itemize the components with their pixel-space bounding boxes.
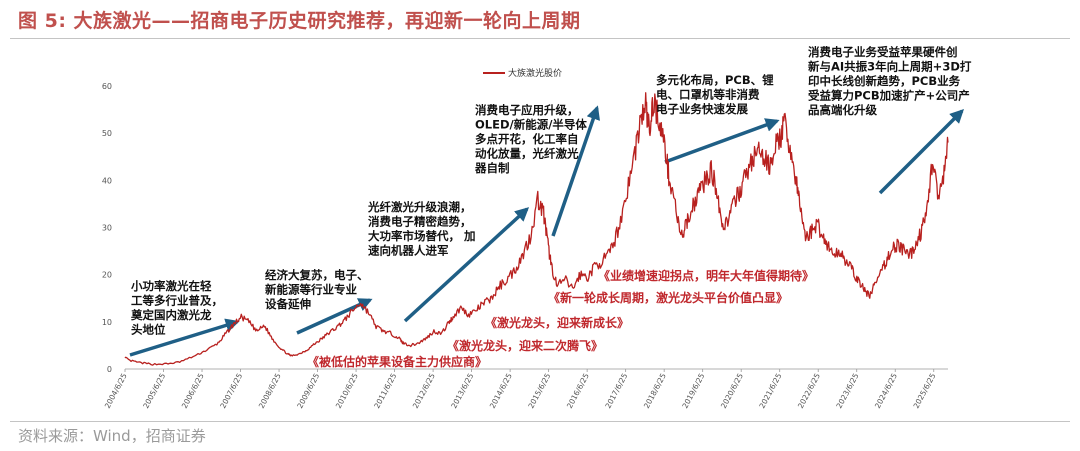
annotation-text: 品高端化升级	[808, 103, 877, 117]
annotation-text: 多点开花，化工率自	[475, 132, 579, 146]
annotation-text: 受益算力PCB加速扩产+公司产	[808, 89, 970, 103]
x-tick-label: 2006/6/25	[180, 372, 206, 410]
x-tick-label: 2008/6/25	[257, 372, 283, 410]
title-divider	[10, 38, 1070, 39]
report-title: 《被低估的苹果设备主力供应商》	[307, 354, 487, 369]
annotation-text: 新能源等行业专业	[265, 283, 357, 297]
source-divider	[10, 421, 1070, 422]
y-axis: 0 10 20 30 40 50 60	[102, 82, 112, 374]
annotation-text: 设备延伸	[265, 297, 311, 311]
x-tick-label: 2005/6/25	[141, 372, 167, 410]
x-tick-label: 2009/6/25	[295, 372, 321, 410]
annotation-text: 头地位	[131, 323, 166, 337]
source-note: 资料来源：Wind，招商证券	[18, 427, 206, 445]
annotation-text: 经济大复苏，电子、	[265, 268, 369, 282]
trend-arrow	[403, 207, 530, 323]
trend-arrow	[878, 109, 964, 195]
y-tick-label: 0	[107, 365, 112, 374]
annotation-text: 消费电子业务受益苹果硬件创	[808, 45, 958, 59]
x-axis: 2004/6/25 2005/6/25 2006/6/25 2007/6/25 2008…	[103, 368, 948, 410]
x-tick-label: 2014/6/25	[488, 372, 514, 410]
annotation-text: 小功率激光在轻	[130, 279, 212, 293]
annotation-text: 动化放量，光纤激光	[475, 147, 579, 161]
x-tick-label: 2010/6/25	[334, 372, 360, 410]
y-tick-label: 60	[102, 82, 112, 91]
x-tick-label: 2021/6/25	[757, 372, 783, 410]
trend-arrow	[129, 318, 240, 357]
x-tick-label: 2011/6/25	[372, 372, 398, 410]
x-tick-label: 2004/6/25	[103, 372, 129, 410]
annotation-text: 新与AI共振3年向上周期+3D打	[808, 60, 972, 74]
annotation-text: 速向机器人进军	[368, 244, 449, 258]
figure-title: 图 5: 大族激光——招商电子历史研究推荐，再迎新一轮向上周期	[18, 10, 581, 32]
y-tick-label: 40	[102, 176, 112, 185]
x-tick-label: 2023/6/25	[834, 372, 860, 410]
annotation-text: 光纤激光升级浪潮，	[367, 200, 472, 214]
x-tick-label: 2016/6/25	[565, 372, 591, 410]
report-title: 《业绩增速迎拐点，明年大年值得期待》	[598, 268, 814, 283]
x-tick-label: 2012/6/25	[411, 372, 437, 410]
annotation-text: 工等多行业普及，	[131, 294, 223, 308]
x-tick-label: 2013/6/25	[449, 372, 475, 410]
y-tick-label: 20	[102, 271, 112, 280]
x-tick-label: 2017/6/25	[603, 372, 629, 410]
x-tick-label: 2015/6/25	[526, 372, 552, 410]
annotation-text: 大功率市场替代， 加	[368, 229, 476, 243]
x-tick-label: 2024/6/25	[873, 372, 899, 410]
annotation-text: 奠定国内激光龙	[130, 308, 212, 322]
y-tick-label: 10	[102, 318, 112, 327]
x-tick-label: 2020/6/25	[719, 372, 745, 410]
legend: 大族激光股价	[483, 67, 562, 79]
x-tick-label: 2019/6/25	[680, 372, 706, 410]
trend-arrow	[551, 105, 600, 237]
y-tick-label: 50	[102, 129, 112, 138]
y-tick-label: 30	[102, 224, 112, 233]
price-line	[124, 92, 949, 366]
annotation-text: 印中长线创新趋势，PCB业务	[808, 74, 961, 88]
annotation-text: 消费电子精密趋势，	[368, 215, 472, 229]
report-title: 《激光龙头，迎来二次腾飞》	[447, 338, 603, 353]
stock-price-chart: 0 10 20 30 40 50 60 2004/6/25 2005/6/25 2006/6/2…	[102, 45, 972, 410]
trend-arrows	[129, 105, 964, 357]
annotation-text: OLED/新能源/半导体	[475, 118, 587, 132]
annotation-text: 电、口罩机等非消费	[656, 88, 760, 102]
legend-label: 大族激光股价	[508, 67, 562, 79]
report-title: 《激光龙头，迎来新成长》	[485, 315, 629, 330]
x-tick-label: 2022/6/25	[796, 372, 822, 410]
annotation-text: 消费电子应用升级，	[475, 103, 579, 117]
trend-arrow	[664, 118, 780, 164]
report-title: 《新一轮成长周期，激光龙头平台价值凸显》	[548, 290, 788, 305]
x-tick-label: 2018/6/25	[642, 372, 668, 410]
annotation-text: 多元化布局，PCB、锂	[656, 73, 774, 87]
annotation-text: 电子业务快速发展	[656, 102, 748, 116]
annotation-text: 器自制	[474, 161, 510, 175]
x-tick-label: 2007/6/25	[218, 372, 244, 410]
x-tick-label: 2025/6/25	[912, 372, 938, 410]
